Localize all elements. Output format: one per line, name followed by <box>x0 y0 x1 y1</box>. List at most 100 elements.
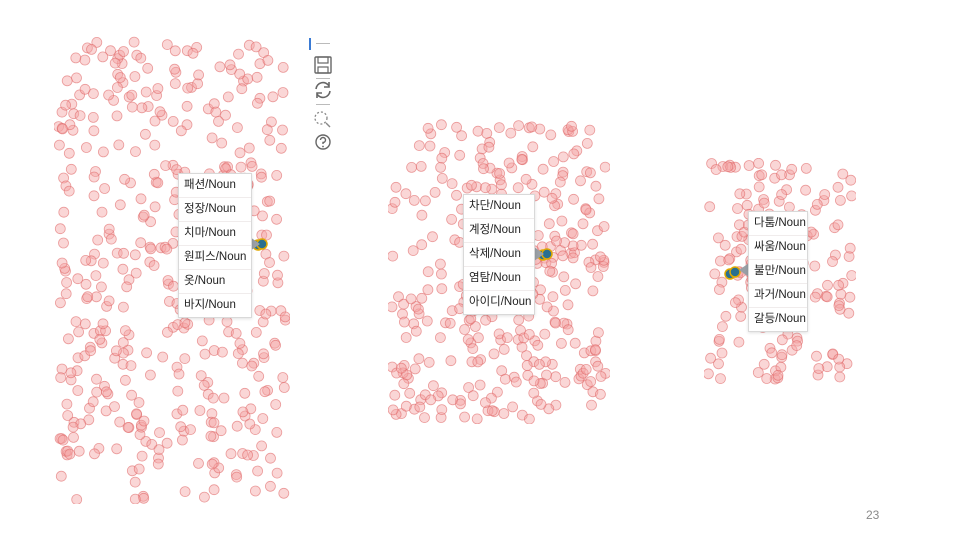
scatter-point <box>140 128 151 140</box>
scatter-point <box>833 279 845 291</box>
scatter-point <box>277 62 289 73</box>
scatter-point <box>834 195 846 206</box>
scatter-point <box>445 355 457 367</box>
scatter-point <box>720 310 732 322</box>
scatter-point <box>199 348 211 360</box>
scatter-point <box>173 368 185 380</box>
scatter-point <box>786 163 798 175</box>
toolbar-divider <box>316 43 330 44</box>
scatter-point <box>56 106 68 118</box>
data-zoom-icon[interactable] <box>312 108 334 130</box>
scatter-point <box>87 396 99 408</box>
scatter-point <box>486 405 498 417</box>
scatter-point <box>177 404 189 416</box>
scatter-point <box>88 125 100 137</box>
scatter-point <box>843 251 855 262</box>
help-icon[interactable] <box>312 131 334 153</box>
scatter-point <box>404 387 416 399</box>
scatter-point <box>169 63 180 75</box>
scatter-point <box>231 471 243 483</box>
scatter-point <box>67 421 79 433</box>
scatter-point <box>467 343 479 355</box>
scatter-point <box>550 371 562 383</box>
scatter-point <box>559 237 571 248</box>
scatter-point <box>715 373 726 385</box>
scatter-point <box>94 333 106 345</box>
tooltip-item: 원피스/Noun <box>179 246 251 270</box>
scatter-point <box>592 360 604 372</box>
scatter-point <box>243 39 255 51</box>
scatter-point <box>773 195 785 207</box>
scatter-point <box>435 332 446 344</box>
scatter-point <box>594 251 606 263</box>
scatter-point <box>258 348 269 360</box>
scatter-point <box>559 376 571 388</box>
scatter-point <box>846 270 856 281</box>
scatter-point <box>73 326 85 338</box>
scatter-point <box>592 225 603 237</box>
scatter-point <box>270 339 282 351</box>
scatter-point <box>398 316 410 328</box>
scatter-point <box>176 434 188 446</box>
scatter-point <box>154 106 166 118</box>
scatter-point <box>72 273 84 285</box>
scatter-point <box>224 59 236 71</box>
scatter-point <box>68 431 79 443</box>
scatter-point <box>562 299 574 311</box>
scatter-point <box>593 193 605 205</box>
toolbar-divider <box>316 104 330 105</box>
scatter-point <box>103 89 114 101</box>
scatter-point <box>114 416 126 428</box>
scatter-point <box>592 327 604 339</box>
scatter-point <box>193 69 205 81</box>
save-icon[interactable] <box>312 54 334 76</box>
refresh-icon[interactable] <box>312 79 334 101</box>
scatter-point <box>63 185 75 197</box>
scatter-point <box>735 243 747 255</box>
tooltip-item: 불만/Noun <box>749 260 807 284</box>
scatter-point <box>97 51 109 63</box>
scatter-point <box>182 82 194 94</box>
scatter-point <box>123 329 135 341</box>
scatter-point <box>220 109 231 121</box>
scatter-point <box>538 186 550 198</box>
scatter-point <box>79 318 91 330</box>
scatter-point <box>121 281 133 293</box>
scatter-point <box>225 448 237 460</box>
scatter-point <box>231 122 243 133</box>
scatter-point <box>435 162 446 173</box>
scatter-point <box>71 72 82 84</box>
scatter-point <box>137 211 149 223</box>
scatter-point <box>222 161 234 173</box>
scatter-point <box>175 421 187 433</box>
scatter-point <box>277 124 288 136</box>
scatter-point <box>792 335 803 347</box>
scatter-point <box>521 360 533 371</box>
scatter-point <box>251 97 263 109</box>
word-tooltip-1: 패션/Noun 정장/Noun 치마/Noun 원피스/Noun 옷/Noun … <box>178 173 252 318</box>
scatter-point <box>558 317 570 329</box>
scatter-point <box>459 324 470 335</box>
scatter-point <box>257 210 268 222</box>
scatter-point <box>571 145 583 157</box>
tooltip-item: 정장/Noun <box>179 198 251 222</box>
scatter-point <box>586 399 597 411</box>
scatter-point <box>800 162 812 174</box>
scatter-point <box>577 218 589 230</box>
scatter-point <box>105 45 116 57</box>
scatter-plot-1[interactable] <box>54 34 290 504</box>
scatter-point <box>776 189 787 200</box>
scatter-point <box>244 418 256 430</box>
scatter-point <box>518 332 530 344</box>
scatter-point <box>421 315 433 327</box>
scatter-point <box>549 316 561 328</box>
scatter-point <box>214 61 226 73</box>
scatter-point <box>534 123 546 135</box>
scatter-point <box>145 243 157 255</box>
tooltip-item: 패션/Noun <box>179 174 251 198</box>
scatter-point <box>109 401 120 413</box>
scatter-plot-3[interactable] <box>704 158 856 386</box>
scatter-point <box>544 265 556 277</box>
scatter-point <box>516 341 528 353</box>
scatter-point <box>126 465 138 477</box>
